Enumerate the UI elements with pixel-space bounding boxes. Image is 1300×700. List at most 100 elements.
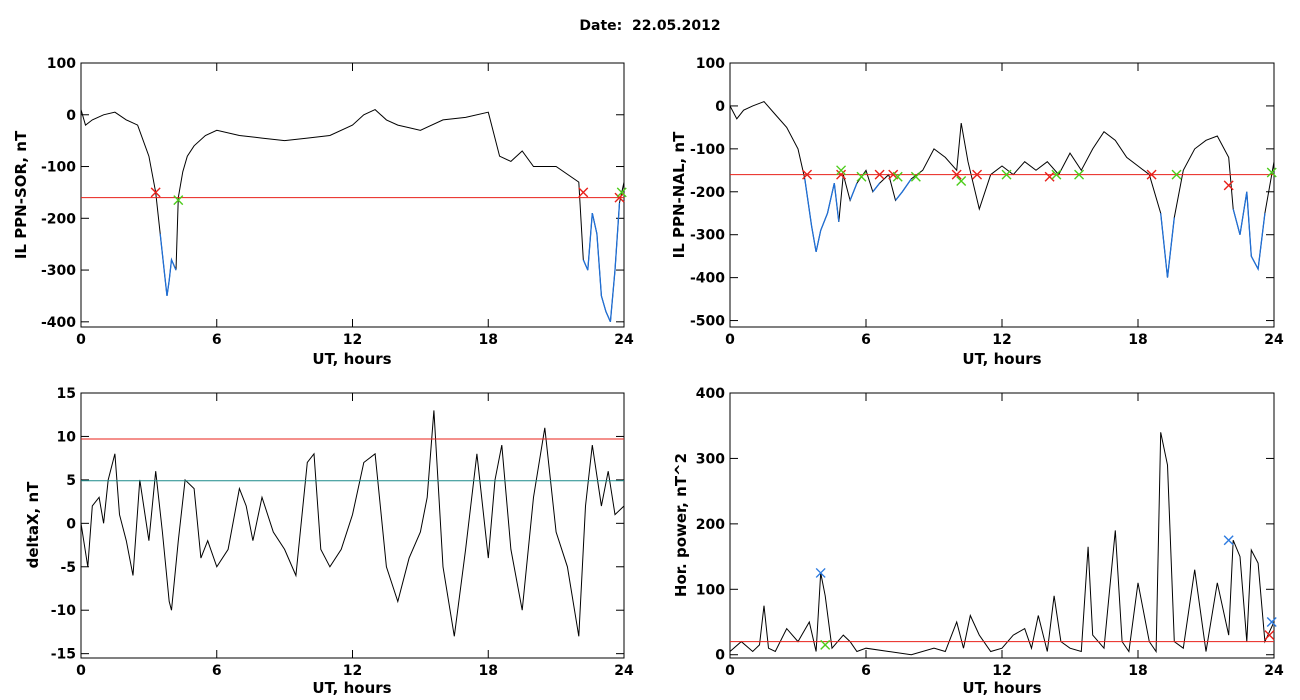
chart-layer-power: 0 6 12 18 24 400 300 200 100 0: [696, 386, 1284, 679]
y-tick-label: 300: [696, 451, 725, 467]
x-tick-label: 18: [479, 663, 498, 679]
x-tick-label: 12: [992, 332, 1011, 348]
y-tick-label: 0: [715, 648, 725, 664]
plot-frame-power: [729, 392, 1275, 659]
y-tick-label: -200: [41, 211, 76, 227]
start-marker: [1223, 180, 1234, 191]
page-title: Date: 22.05.2012: [0, 18, 1300, 34]
below-threshold-segment: [849, 182, 858, 201]
x-axis-label-sor: UT, hours: [312, 350, 391, 368]
x-tick-label: 0: [76, 663, 86, 679]
end-marker: [1171, 169, 1182, 180]
y-tick-label: 100: [696, 582, 725, 598]
chart-panel-nal: 0 6 12 18 24 100 0 -100 -200 -300 -400 -500 UT, hou…: [670, 56, 1284, 368]
y-tick-label: 15: [57, 386, 76, 402]
start-marker: [874, 169, 885, 180]
y-tick-label: 200: [696, 517, 725, 533]
y-tick-label: -5: [60, 560, 76, 576]
y-tick-label: -500: [690, 314, 725, 330]
start-marker: [802, 169, 813, 180]
start-marker: [578, 187, 589, 198]
x-tick-label: 6: [212, 663, 222, 679]
x-axis-label-power: UT, hours: [962, 679, 1041, 697]
below-threshold-segment: [159, 233, 177, 296]
chart-panel-sor: 0 6 12 18 24 100 0 -100 -200 -300 -400 UT, hours I…: [12, 56, 634, 368]
below-threshold-segment: [582, 202, 621, 323]
x-tick-label: 24: [614, 332, 634, 348]
y-tick-label: 10: [57, 429, 77, 445]
x-tick-label: 0: [725, 663, 735, 679]
y-tick-label: 100: [47, 56, 76, 72]
chart-layer-nal: 0 6 12 18 24 100 0 -100 -200 -300 -400 -500: [690, 56, 1284, 348]
end-marker: [173, 195, 184, 206]
y-tick-label: 100: [696, 56, 725, 72]
x-tick-label: 0: [725, 332, 735, 348]
y-tick-label: -100: [41, 160, 76, 176]
below-threshold-segment: [804, 178, 840, 253]
x-tick-label: 18: [1128, 663, 1147, 679]
start-marker: [951, 169, 962, 180]
x-tick-label: 0: [76, 332, 86, 348]
chart-panel-deltax: 0 6 12 18 24 15 10 5 0 -5 -10 -15 UT, hours deltaX,…: [24, 386, 634, 697]
y-tick-label: -200: [690, 185, 725, 201]
y-axis-label-deltax: deltaX, nT: [24, 481, 42, 569]
y-tick-label: -400: [41, 315, 76, 331]
x-tick-label: 24: [1264, 332, 1284, 348]
y-tick-label: -10: [51, 603, 77, 619]
start-marker: [614, 192, 625, 203]
x-tick-label: 6: [861, 332, 871, 348]
series-line: [729, 101, 1275, 278]
end-marker: [856, 171, 867, 182]
plot-frame-sor: [80, 62, 625, 328]
below-threshold-segment: [1232, 191, 1266, 272]
chart-layer-deltax: 0 6 12 18 24 15 10 5 0 -5 -10 -15: [51, 386, 634, 679]
peak-marker: [815, 567, 826, 578]
below-threshold-segment: [894, 178, 912, 201]
x-tick-label: 18: [1128, 332, 1147, 348]
date-value: 22.05.2012: [632, 18, 721, 34]
series-line: [80, 410, 625, 637]
peak-marker: [1266, 617, 1277, 628]
x-tick-label: 18: [479, 332, 498, 348]
end-marker: [836, 165, 847, 176]
plot-frame-deltax: [80, 392, 625, 659]
x-tick-label: 12: [992, 663, 1011, 679]
y-tick-label: -400: [690, 271, 725, 287]
end-marker: [892, 171, 903, 182]
y-tick-label: 0: [66, 516, 76, 532]
y-tick-label: -300: [690, 228, 725, 244]
end-marker: [1001, 169, 1012, 180]
start-marker: [972, 169, 983, 180]
start-marker: [1264, 630, 1275, 641]
date-label: Date:: [579, 18, 623, 34]
chart-panel-power: 0 6 12 18 24 400 300 200 100 0 UT, hours Hor. pow…: [672, 386, 1284, 697]
start-marker: [836, 169, 847, 180]
start-marker: [1146, 169, 1157, 180]
plot-frame-nal: [729, 62, 1275, 328]
end-marker: [1074, 169, 1085, 180]
x-tick-label: 12: [343, 663, 362, 679]
x-tick-label: 6: [212, 332, 222, 348]
y-axis-label-sor: IL PPN-SOR, nT: [12, 130, 30, 259]
x-axis-label-nal: UT, hours: [962, 350, 1041, 368]
y-tick-label: 5: [66, 473, 76, 489]
peak-marker: [1223, 535, 1234, 546]
x-tick-label: 24: [614, 663, 634, 679]
below-threshold-segment: [872, 182, 881, 193]
end-marker: [820, 639, 831, 650]
y-tick-label: -100: [690, 142, 725, 158]
series-line: [729, 432, 1275, 656]
y-tick-label: -300: [41, 263, 76, 279]
y-axis-label-nal: IL PPN-NAL, nT: [670, 131, 688, 258]
y-tick-label: -15: [51, 647, 76, 663]
x-tick-label: 12: [343, 332, 362, 348]
y-axis-label-power: Hor. power, nT^2: [672, 453, 690, 597]
y-tick-label: 400: [696, 386, 725, 402]
end-marker: [956, 176, 967, 187]
y-tick-label: 0: [66, 108, 76, 124]
x-axis-label-deltax: UT, hours: [312, 679, 391, 697]
start-marker: [150, 187, 161, 198]
chart-layer-sor: 0 6 12 18 24 100 0 -100 -200 -300 -400: [41, 56, 634, 348]
below-threshold-segment: [1160, 213, 1175, 278]
